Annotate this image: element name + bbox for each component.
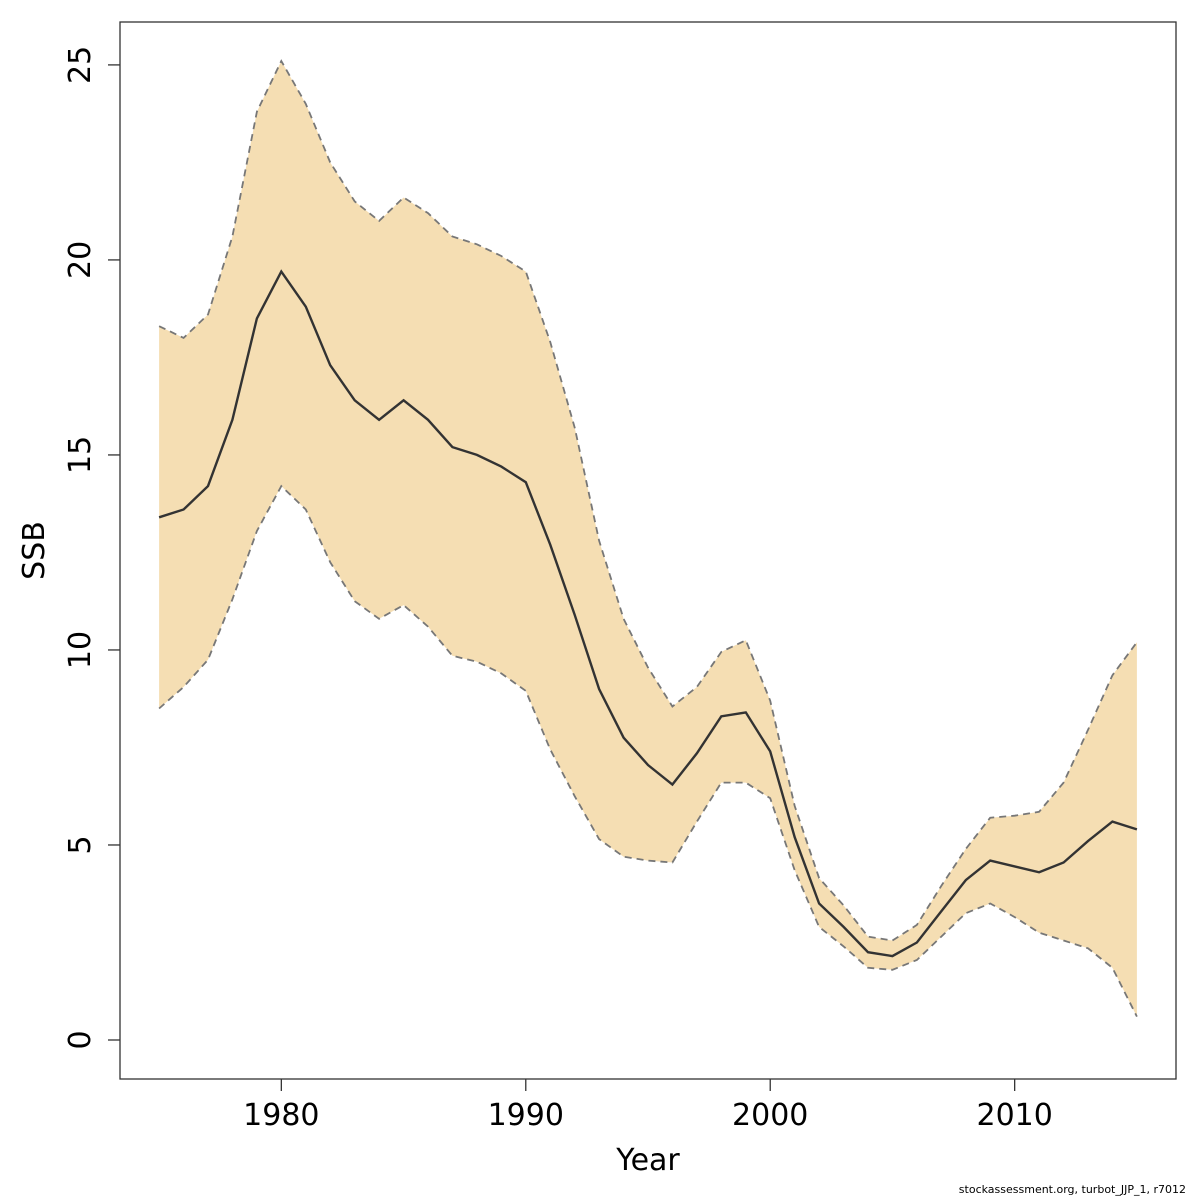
y-tick-label: 15 xyxy=(63,436,98,474)
y-tick-label: 0 xyxy=(63,1030,98,1049)
x-tick-label: 1990 xyxy=(488,1098,564,1133)
confidence-band-layer xyxy=(158,59,1138,1018)
lower-bound-line xyxy=(158,484,1138,1018)
confidence-band xyxy=(159,61,1137,1017)
ssb-estimate-line xyxy=(158,269,1138,958)
x-axis-label: Year xyxy=(615,1143,680,1178)
plot-frame xyxy=(119,21,1177,1080)
x-tick-label: 2000 xyxy=(732,1098,808,1133)
x-axis: 1980 1990 2000 2010 xyxy=(243,1079,1053,1133)
y-tick-label: 10 xyxy=(63,631,98,669)
footer-credit: stockassessment.org, turbot_JJP_1, r7012 xyxy=(958,1183,1186,1196)
y-axis-label: SSB xyxy=(17,521,52,580)
y-axis: 0 5 10 15 20 25 xyxy=(63,46,120,1050)
upper-bound-line xyxy=(158,59,1138,942)
y-tick-label: 20 xyxy=(63,241,98,279)
y-tick-label: 25 xyxy=(63,46,98,84)
x-tick-label: 1980 xyxy=(243,1098,319,1133)
y-tick-label: 5 xyxy=(63,835,98,854)
x-tick-label: 2010 xyxy=(976,1098,1052,1133)
ssb-line-layer xyxy=(158,269,1138,958)
